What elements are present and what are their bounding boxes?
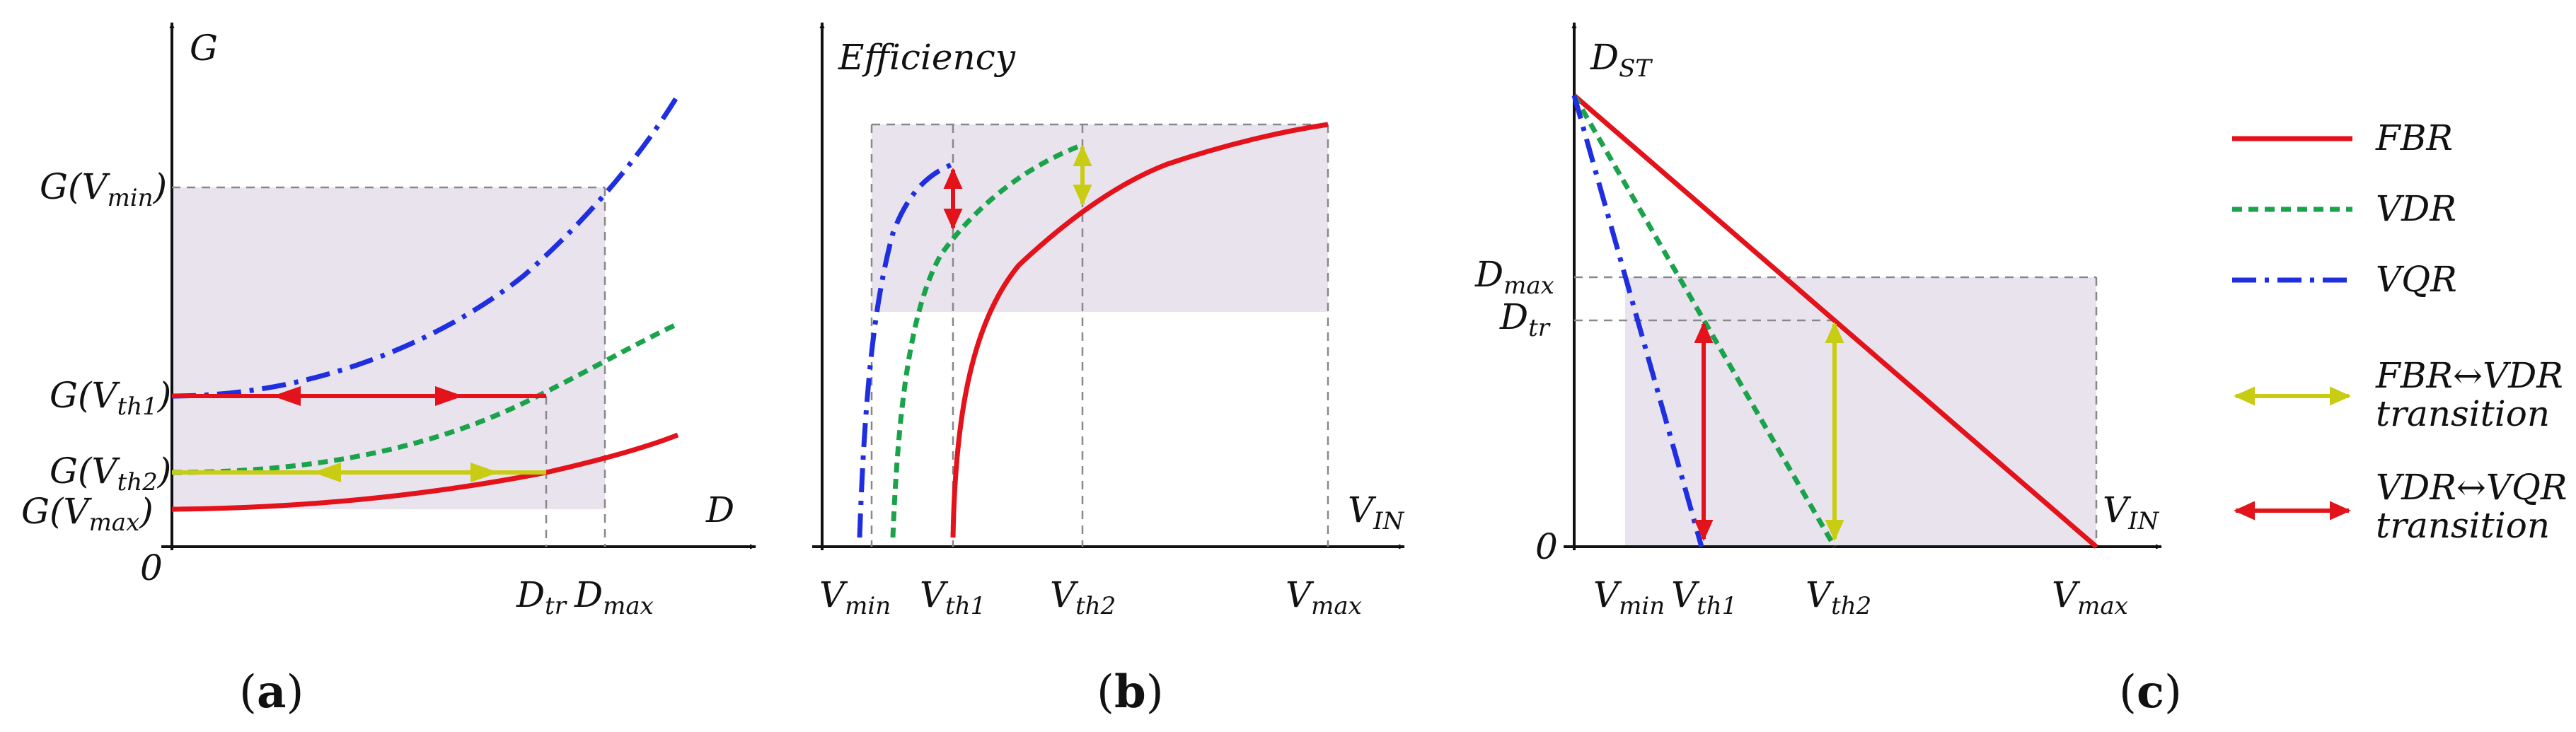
panel-a-yellow-arrowhead-left <box>313 463 341 482</box>
legend-label-fbr-vdr-transition: FBR↔VDR <box>2375 355 2563 396</box>
panel-a-yellow-arrowhead-right <box>470 463 499 482</box>
panel-a-ytick-gmin: G(Vmin) <box>40 166 167 212</box>
panel-c-shaded-region <box>1625 277 2096 547</box>
panel-c-y-axis-label: DST <box>1590 37 1653 83</box>
panel-a-vdr-curve <box>171 321 679 475</box>
panel-b-x-axis-label: VIN <box>1348 489 1405 535</box>
legend-label-vqr: VQR <box>2376 259 2457 300</box>
panel-b-xtick-vmax: Vmax <box>1286 574 1362 620</box>
panel-a-y-axis-label: G <box>190 28 218 69</box>
panel-c-xtick-vth1: Vth1 <box>1671 574 1737 620</box>
legend: FBR VDR VQR FBR↔VDR transition VDR↔VQR t… <box>2232 117 2567 546</box>
panel-a-origin-label: 0 <box>140 547 163 588</box>
panel-c-origin-label: 0 <box>1535 526 1558 567</box>
panel-b-shaded-region <box>872 124 1328 312</box>
panel-c-fbr-line <box>1572 93 2098 549</box>
panel-c-x-axis-label: VIN <box>2103 489 2160 535</box>
panel-a-x-axis-label: D <box>705 489 734 530</box>
legend-item-vdr-vqr-transition: VDR↔VQR transition <box>2234 467 2567 546</box>
panel-b: Efficiency VIN Vmin Vth1 Vth2 Vmax (b) <box>812 22 1405 719</box>
legend-item-vdr: VDR <box>2232 188 2456 229</box>
legend-label-vdr-vqr-transition-line2: transition <box>2376 505 2550 546</box>
panel-a-xtick-dtr: Dtr <box>516 574 567 620</box>
panel-c-xtick-vmax: Vmax <box>2052 574 2128 620</box>
panel-b-xtick-vth2: Vth2 <box>1050 574 1116 620</box>
legend-item-vqr: VQR <box>2232 259 2457 300</box>
panel-a-xtick-dmax: Dmax <box>574 574 654 620</box>
panel-a-red-arrowhead-left <box>272 386 301 406</box>
panel-b-xtick-vth1: Vth1 <box>920 574 986 620</box>
panel-a-vqr-curve <box>171 94 680 399</box>
panel-b-caption: (b) <box>1097 666 1164 719</box>
panel-a-caption: (a) <box>239 666 304 719</box>
panel-c-ytick-dmax: Dmax <box>1474 254 1554 300</box>
panel-a-ytick-gth1: G(Vth1) <box>50 375 171 421</box>
panel-a-red-arrowhead-right <box>435 386 463 406</box>
legend-item-fbr-vdr-transition: FBR↔VDR transition <box>2234 355 2563 434</box>
panel-a-ytick-gmax: G(Vmax) <box>21 491 154 537</box>
legend-label-fbr: FBR <box>2375 117 2453 158</box>
panel-a: G D 0 G(Vmin) G(Vth1) G(Vth2) G(Vmax) Dt… <box>21 22 756 719</box>
panel-b-vqr-curve <box>857 161 954 538</box>
panel-c-xtick-vmin: Vmin <box>1593 574 1665 620</box>
legend-label-vdr: VDR <box>2376 188 2456 229</box>
panel-a-fbr-curve <box>171 432 679 512</box>
panel-c: DST VIN 0 Dmax Dtr Vmin Vth1 Vth2 Vmax (… <box>1474 22 2182 719</box>
panel-a-ytick-gth2: G(Vth2) <box>50 451 171 496</box>
panel-a-shaded-region <box>172 187 605 509</box>
panel-b-fbr-curve <box>950 122 1329 538</box>
panel-b-vdr-curve <box>890 142 1084 538</box>
panel-b-xtick-vmin: Vmin <box>819 574 891 620</box>
panel-c-ytick-dtr: Dtr <box>1499 296 1551 342</box>
legend-item-fbr: FBR <box>2232 117 2453 158</box>
legend-label-fbr-vdr-transition-line2: transition <box>2376 393 2550 434</box>
panel-c-vqr-line <box>1571 95 1704 547</box>
legend-label-vdr-vqr-transition: VDR↔VQR <box>2376 467 2567 508</box>
panel-c-vdr-line <box>1571 94 1837 548</box>
panel-c-caption: (c) <box>2119 666 2182 719</box>
panel-c-xtick-vth2: Vth2 <box>1806 574 1871 620</box>
panel-b-y-axis-label: Efficiency <box>838 37 1016 78</box>
